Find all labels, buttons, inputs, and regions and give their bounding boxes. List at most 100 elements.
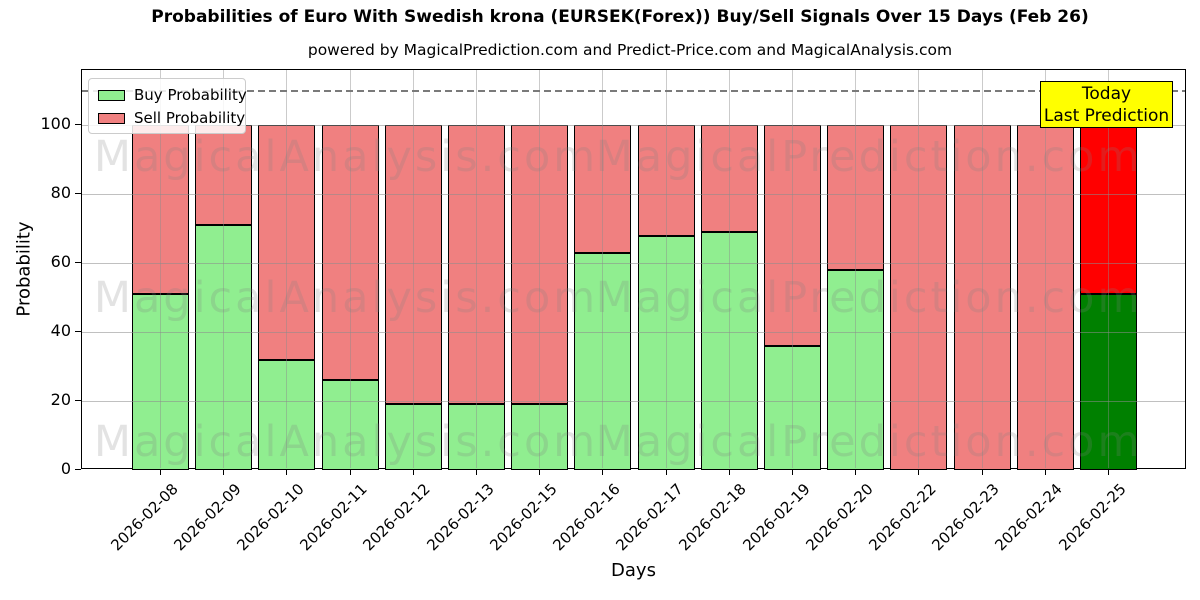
- bar-segment-sell: [890, 125, 948, 470]
- plot-area: Buy Probability Sell Probability Today L…: [81, 69, 1186, 554]
- bar-segment-buy: [132, 294, 189, 470]
- legend-label-buy: Buy Probability: [134, 86, 247, 104]
- grid-line-y: [82, 400, 1185, 402]
- x-tick-mark: [539, 470, 541, 475]
- grid-line-x: [223, 70, 225, 468]
- x-tick-mark: [855, 470, 857, 475]
- x-tick-mark: [792, 470, 793, 475]
- watermark-text: MagicalPrediction.com: [595, 132, 1143, 182]
- x-tick-mark: [349, 470, 351, 475]
- grid-line-y: [82, 262, 1185, 264]
- watermark-text: MagicalAnalysis.com: [93, 417, 599, 467]
- y-tick-mark: [75, 261, 81, 263]
- bar-segment-sell: [953, 125, 1011, 470]
- dashed-reference-line: [82, 89, 1185, 92]
- today-annotation-line1: Today: [1081, 84, 1132, 104]
- bar-segment-buy: [258, 359, 316, 470]
- y-tick-label: 100: [40, 114, 71, 134]
- x-tick-mark: [918, 470, 920, 475]
- today-annotation: Today Last Prediction: [1040, 81, 1173, 128]
- y-tick-label: 60: [50, 252, 71, 272]
- x-tick-mark: [1108, 470, 1109, 475]
- bar-segment-buy: [637, 235, 695, 470]
- y-tick-mark: [75, 399, 81, 401]
- bar-segment-sell: [258, 125, 316, 360]
- x-tick-mark: [476, 470, 477, 475]
- bar-segment-buy-today: [1080, 294, 1137, 470]
- grid-line-x: [476, 70, 477, 468]
- x-tick-mark: [160, 470, 161, 475]
- watermark-text: MagicalPrediction.com: [595, 273, 1143, 323]
- bar-segment-sell: [384, 125, 442, 405]
- grid-line-x: [160, 70, 161, 468]
- bar-segment-sell: [1016, 125, 1074, 470]
- legend: Buy Probability Sell Probability: [88, 78, 247, 134]
- bar-segment-sell: [700, 125, 758, 233]
- legend-swatch-sell-icon: [98, 112, 125, 124]
- x-tick-mark: [286, 470, 288, 475]
- today-annotation-line2: Last Prediction: [1043, 106, 1170, 126]
- bar-segment-buy: [764, 345, 821, 470]
- chart-title: Probabilities of Euro With Swedish krona…: [151, 7, 1089, 27]
- bar-segment-sell-today: [1080, 125, 1137, 295]
- y-tick-mark: [75, 192, 81, 194]
- y-tick-label: 40: [50, 321, 71, 341]
- watermark-text: MagicalAnalysis.com: [93, 132, 599, 182]
- y-tick-label: 20: [50, 390, 71, 410]
- grid-line-x: [539, 70, 541, 468]
- bar-segment-sell: [321, 125, 379, 381]
- grid-line-x: [412, 70, 414, 468]
- y-tick-label: 0: [60, 459, 71, 478]
- bar-segment-buy: [700, 232, 758, 470]
- chart-subtitle: powered by MagicalPrediction.com and Pre…: [307, 41, 953, 59]
- bar-segment-sell: [827, 125, 885, 270]
- bar-segment-buy: [321, 380, 379, 470]
- legend-swatch-buy-icon: [98, 89, 125, 101]
- grid-line-x: [665, 70, 667, 468]
- x-tick-mark: [412, 470, 414, 475]
- grid-line-x: [792, 70, 793, 468]
- y-tick-mark: [75, 330, 81, 332]
- bar-segment-buy: [827, 270, 885, 470]
- y-tick-mark: [75, 123, 81, 125]
- bar-segment-buy: [448, 404, 505, 470]
- bar-segment-sell: [132, 125, 189, 295]
- bar-segment-sell: [511, 125, 569, 405]
- watermark-text: MagicalPrediction.com: [595, 417, 1143, 467]
- x-tick-mark: [1044, 470, 1046, 475]
- legend-label-sell: Sell Probability: [134, 109, 246, 127]
- grid-line-x: [1044, 70, 1046, 468]
- x-tick-mark: [223, 470, 225, 475]
- legend-row-buy: Buy Probability: [98, 86, 247, 104]
- x-tick-mark: [602, 470, 604, 475]
- grid-line-x: [1108, 70, 1109, 468]
- grid-line-x: [602, 70, 604, 468]
- x-tick-mark: [981, 470, 983, 475]
- watermark-text: MagicalAnalysis.com: [93, 273, 599, 323]
- bar-segment-buy: [574, 252, 632, 470]
- bar-segment-sell: [637, 125, 695, 236]
- x-axis-label: Days: [611, 560, 656, 581]
- grid-line-x: [855, 70, 857, 468]
- y-tick-mark: [75, 468, 81, 470]
- grid-line-x: [728, 70, 730, 468]
- bar-segment-sell: [195, 125, 253, 226]
- y-tick-label: 80: [50, 183, 71, 203]
- x-tick-mark: [728, 470, 730, 475]
- grid-line-x: [981, 70, 983, 468]
- bar-segment-buy: [195, 225, 253, 470]
- x-tick-mark: [665, 470, 667, 475]
- x-tick-label: 2026-02-08: [106, 480, 182, 555]
- bar-segment-buy: [384, 404, 442, 470]
- bar-segment-buy: [511, 404, 569, 470]
- grid-line-x: [349, 70, 351, 468]
- grid-line-x: [918, 70, 920, 468]
- grid-line-y: [82, 331, 1185, 333]
- legend-row-sell: Sell Probability: [98, 109, 245, 127]
- grid-line-y: [82, 193, 1185, 195]
- grid-line-y: [82, 124, 1185, 126]
- grid-line-x: [286, 70, 288, 468]
- bar-segment-sell: [448, 125, 505, 405]
- bar-segment-sell: [574, 125, 632, 253]
